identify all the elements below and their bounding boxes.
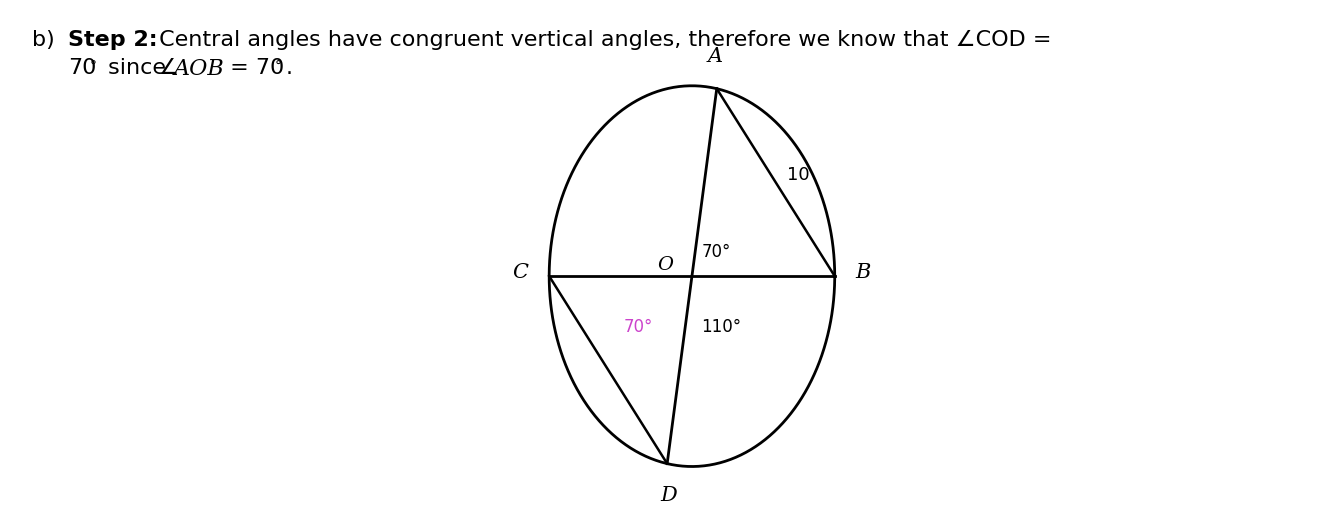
Text: 70°: 70° — [623, 318, 652, 336]
Text: 70°: 70° — [701, 243, 731, 261]
Text: °: ° — [90, 60, 98, 74]
Text: 10: 10 — [787, 166, 809, 184]
Text: b): b) — [32, 30, 55, 50]
Text: C: C — [513, 263, 529, 282]
Text: Step 2:: Step 2: — [69, 30, 158, 50]
Text: A: A — [708, 47, 722, 66]
Text: O: O — [658, 255, 673, 273]
Text: ∠: ∠ — [158, 58, 178, 78]
Text: since: since — [101, 58, 173, 78]
Text: 110°: 110° — [701, 318, 742, 336]
Text: AOB: AOB — [174, 58, 225, 80]
Text: 70: 70 — [69, 58, 96, 78]
Text: = 70: = 70 — [223, 58, 285, 78]
Text: D: D — [660, 487, 677, 506]
Text: °: ° — [275, 60, 282, 74]
Text: .: . — [286, 58, 293, 78]
Text: Central angles have congruent vertical angles, therefore we know that ∠COD =: Central angles have congruent vertical a… — [152, 30, 1052, 50]
Text: B: B — [855, 263, 871, 282]
